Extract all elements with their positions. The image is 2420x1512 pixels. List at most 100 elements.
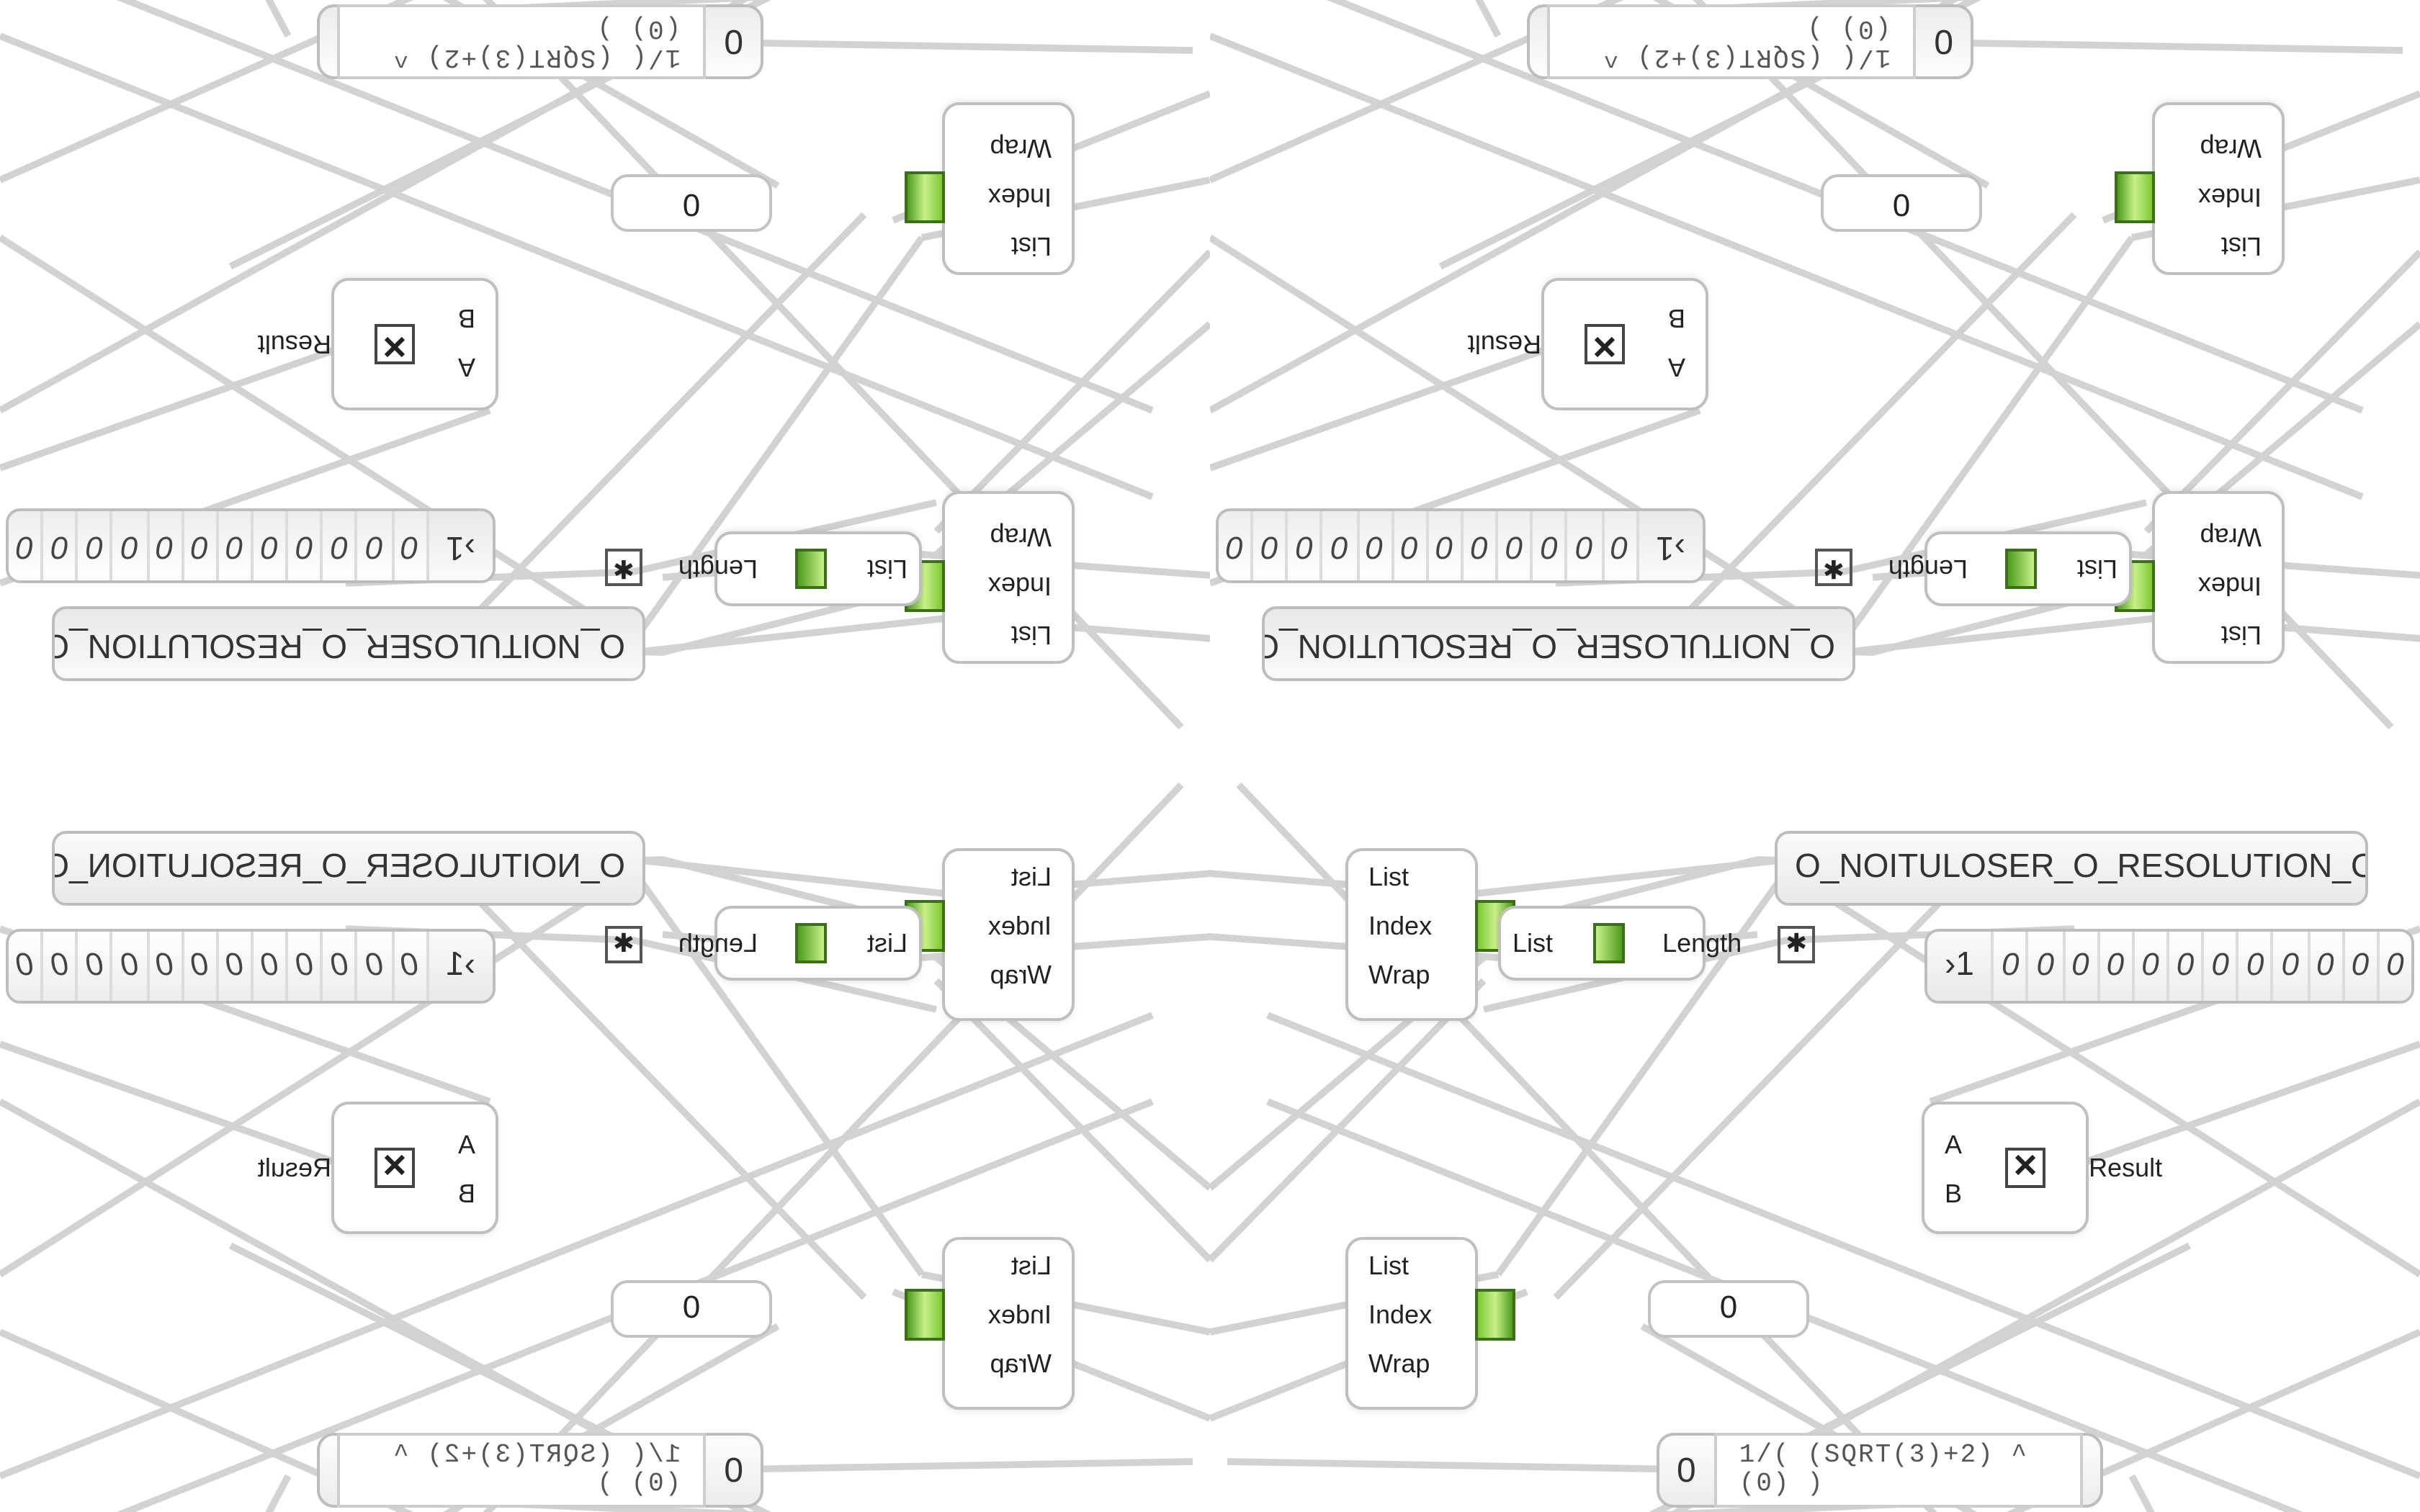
port-label-list: List	[2220, 232, 2262, 261]
port-label-wrap: Wrap	[1368, 960, 1430, 989]
port-label-list: List	[1512, 929, 1554, 958]
grasshopper-canvas-window: O_NOITULOSER_O_RESOLUTION_O 0000000003 0…	[1210, 756, 2420, 1512]
gh-node-list-item-2[interactable]: List Index Wrap	[2114, 102, 2285, 275]
slider-name: O_NOITULOSER_O_RESOLUTION_O	[1795, 851, 2368, 886]
gh-slider-resolution[interactable]: O_NOITULOSER_O_RESOLUTION_O 0000000003 0	[52, 606, 645, 681]
slider-name: O_NOITULOSER_O_RESOLUTION_O	[52, 851, 625, 886]
port-label-wrap: Wrap	[990, 523, 1052, 552]
quadrant-top-right: O_NOITULOSER_O_RESOLUTION_O 0000000003 0…	[1210, 0, 2420, 756]
port-label-index: Index	[1368, 912, 1433, 940]
gh-number-0[interactable]: 0	[611, 174, 772, 232]
gh-canvas-top[interactable]: O_NOITULOSER_O_RESOLUTION_O 0000000003 0…	[0, 0, 1210, 756]
port-label-a: A	[1945, 1129, 1963, 1158]
port-label-list: List	[1368, 863, 1410, 891]
list-item-icon	[1475, 1289, 1516, 1341]
gh-node-list-item-1[interactable]: List Index Wrap	[2114, 491, 2285, 664]
port-label-index: Index	[987, 912, 1052, 940]
port-label-a: A	[1667, 354, 1685, 383]
gh-expr-sqrt3[interactable]: 0 1/( (SQRT(3)+2) ^ (0) )	[317, 1433, 763, 1508]
port-label-list: List	[1368, 1251, 1410, 1280]
gh-slider-resolution[interactable]: O_NOITULOSER_O_RESOLUTION_O 0000000003 0	[1262, 606, 1855, 681]
gh-node-list-item-2[interactable]: List Index Wrap	[904, 102, 1075, 275]
quadrant-content: O_NOITULOSER_O_RESOLUTION_O 0000000003 0…	[1210, 756, 2420, 1512]
gh-canvas-top[interactable]: O_NOITULOSER_O_RESOLUTION_O 0000000003 0…	[1210, 756, 2420, 1512]
gh-node-list-item-2[interactable]: List Index Wrap	[1345, 1237, 1516, 1410]
list-length-icon	[1592, 923, 1624, 963]
list-length-icon	[796, 923, 828, 963]
multiply-icon: ✕	[1584, 324, 1625, 364]
gh-node-list-length-1[interactable]: List Length ✱	[604, 906, 922, 981]
port-label-list: List	[1010, 232, 1052, 261]
quadrant-inner: O_NOITULOSER_O_RESOLUTION_O 0000000003 0…	[0, 756, 1210, 1512]
grasshopper-canvas-window: O_NOITULOSER_O_RESOLUTION_O 0000000003 0…	[0, 756, 1210, 1512]
list-length-icon	[2006, 549, 2038, 589]
port-label-wrap: Wrap	[990, 960, 1052, 989]
port-label-index: Index	[2197, 183, 2262, 212]
port-label-length: Length	[1662, 929, 1742, 958]
expr-lead: 0	[724, 22, 743, 62]
quadrant-inner: O_NOITULOSER_O_RESOLUTION_O 0000000003 0…	[0, 0, 1210, 756]
slider-name: O_NOITULOSER_O_RESOLUTION_O	[1262, 626, 1835, 661]
port-label-a: A	[457, 354, 475, 383]
port-label-index: Index	[987, 1300, 1052, 1329]
gh-node-list-length-1[interactable]: List Length ✱	[1814, 531, 2132, 606]
port-label-result: Result	[257, 1153, 331, 1182]
port-label-list: List	[2220, 621, 2262, 649]
port-label-b: B	[457, 305, 475, 334]
quadrant-content: O_NOITULOSER_O_RESOLUTION_O 0000000003 0…	[0, 756, 1210, 1512]
multiply-glyph-icon: ✱	[1814, 550, 1852, 588]
gh-node-list-item-1[interactable]: List Index Wrap	[904, 848, 1075, 1021]
gh-expr-sqrt3[interactable]: 0 1/( (SQRT(3)+2) ^ (0) )	[1527, 4, 1973, 79]
port-label-wrap: Wrap	[990, 1349, 1052, 1378]
gh-node-list-item-1[interactable]: List Index Wrap	[1345, 848, 1516, 1021]
expr-lead: 0	[724, 1450, 743, 1490]
gh-node-list-length-1[interactable]: List Length ✱	[604, 531, 922, 606]
gh-expr-sqrt3[interactable]: 0 1/( (SQRT(3)+2) ^ (0) )	[1657, 1433, 2103, 1508]
quadrant-content: O_NOITULOSER_O_RESOLUTION_O 0000000003 0…	[0, 0, 1210, 756]
gh-node-list-item-1[interactable]: List Index Wrap	[904, 491, 1075, 664]
port-label-wrap: Wrap	[990, 134, 1052, 163]
quadrant-inner: O_NOITULOSER_O_RESOLUTION_O 0000000003 0…	[1210, 0, 2420, 756]
gh-slider-resolution[interactable]: O_NOITULOSER_O_RESOLUTION_O 0000000003 0	[1775, 831, 2368, 906]
port-label-result: Result	[2089, 1153, 2163, 1182]
port-label-a: A	[457, 1129, 475, 1158]
port-label-index: Index	[1368, 1300, 1433, 1329]
gh-node-list-length-1[interactable]: List Length ✱	[1498, 906, 1816, 981]
port-label-wrap: Wrap	[2200, 134, 2262, 163]
list-item-icon	[904, 1289, 945, 1341]
gh-number-0[interactable]: 0	[1821, 174, 1982, 232]
expr-text: 1/( (SQRT(3)+2) ^ (0) )	[1713, 1433, 2083, 1508]
gh-expr-sqrt3[interactable]: 0 1/( (SQRT(3)+2) ^ (0) )	[317, 4, 763, 79]
multiply-glyph-icon: ✱	[604, 924, 642, 962]
quadrant-bottom-left: O_NOITULOSER_O_RESOLUTION_O 0000000003 0…	[0, 756, 1210, 1512]
gh-slider-resolution[interactable]: O_NOITULOSER_O_RESOLUTION_O 0000000003 0	[52, 831, 645, 906]
gh-canvas-top[interactable]: O_NOITULOSER_O_RESOLUTION_O 0000000003 0…	[1210, 0, 2420, 756]
gh-number-0[interactable]: 0	[1648, 1280, 1809, 1338]
grasshopper-canvas-window: O_NOITULOSER_O_RESOLUTION_O 0000000003 0…	[0, 0, 1210, 756]
gh-number-0[interactable]: 0	[611, 1280, 772, 1338]
quadrant-inner: O_NOITULOSER_O_RESOLUTION_O 0000000003 0…	[1210, 756, 2420, 1512]
port-label-list: List	[2076, 554, 2118, 583]
expr-text: 1/( (SQRT(3)+2) ^ (0) )	[337, 4, 707, 79]
port-label-b: B	[1667, 305, 1685, 334]
multiply-glyph-icon: ✱	[1778, 924, 1816, 962]
port-label-wrap: Wrap	[1368, 1349, 1430, 1378]
port-label-list: List	[866, 554, 908, 583]
port-label-b: B	[1945, 1178, 1963, 1207]
gh-node-list-item-2[interactable]: List Index Wrap	[904, 1237, 1075, 1410]
multiply-icon: ✕	[374, 324, 415, 364]
port-label-wrap: Wrap	[2200, 523, 2262, 552]
port-label-index: Index	[2197, 572, 2262, 600]
port-label-result: Result	[257, 330, 331, 359]
list-length-icon	[796, 549, 828, 589]
gh-canvas-top[interactable]: O_NOITULOSER_O_RESOLUTION_O 0000000003 0…	[0, 756, 1210, 1512]
